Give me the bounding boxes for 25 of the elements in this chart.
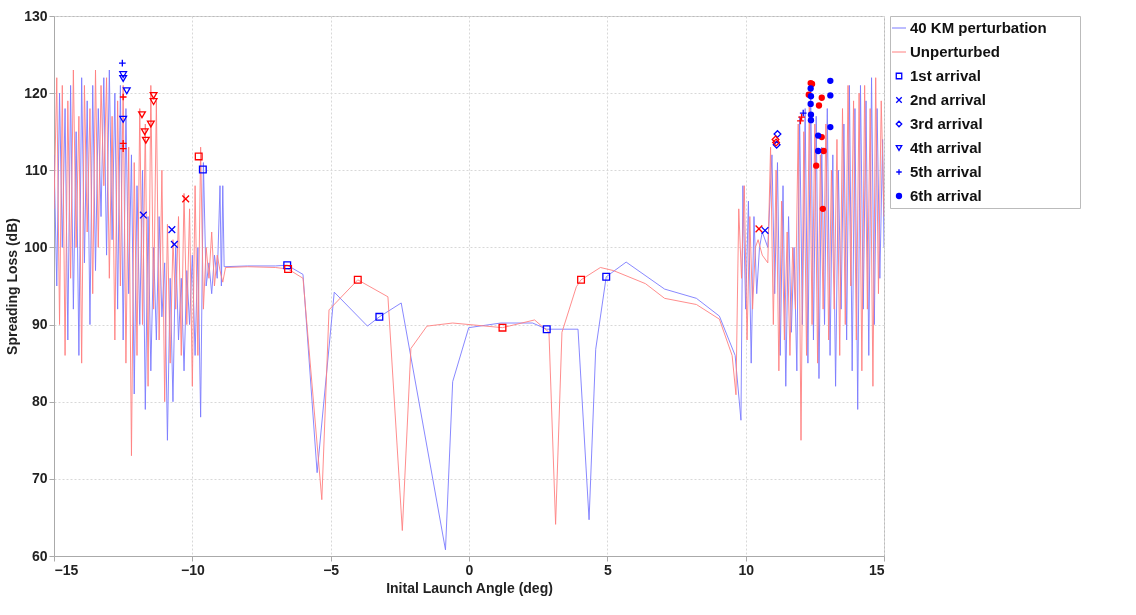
x-tick-label: 0 [465, 561, 474, 578]
legend-label: 6th arrival [910, 187, 982, 204]
x-tick-label: 15 [868, 561, 885, 578]
legend-label: 3rd arrival [910, 115, 983, 132]
y-tick-label: 110 [24, 161, 48, 178]
y-tick-label: 120 [24, 84, 48, 101]
x-tick-label: −15 [54, 561, 79, 578]
y-tick-label: 70 [31, 470, 48, 487]
legend-label: 40 KM perturbation [910, 19, 1047, 36]
x-tick-label: −10 [180, 561, 205, 578]
x-axis-title: Inital Launch Angle (deg) [386, 579, 553, 596]
legend-label: 2nd arrival [910, 91, 986, 108]
y-tick-label: 80 [31, 393, 48, 410]
legend-label: Unperturbed [910, 43, 1000, 60]
x-tick-label: −5 [323, 561, 340, 578]
legend-label: 1st arrival [910, 67, 981, 84]
legend-label: 4th arrival [910, 139, 982, 156]
y-tick-label: 90 [31, 316, 48, 333]
y-tick-label: 60 [31, 547, 48, 564]
legend-label: 5th arrival [910, 163, 982, 180]
y-tick-label: 130 [24, 7, 48, 24]
x-tick-label: 5 [603, 561, 612, 578]
y-axis-title: Spreading Loss (dB) [4, 218, 21, 355]
x-tick-label: 10 [738, 561, 755, 578]
y-tick-label: 100 [24, 238, 48, 255]
